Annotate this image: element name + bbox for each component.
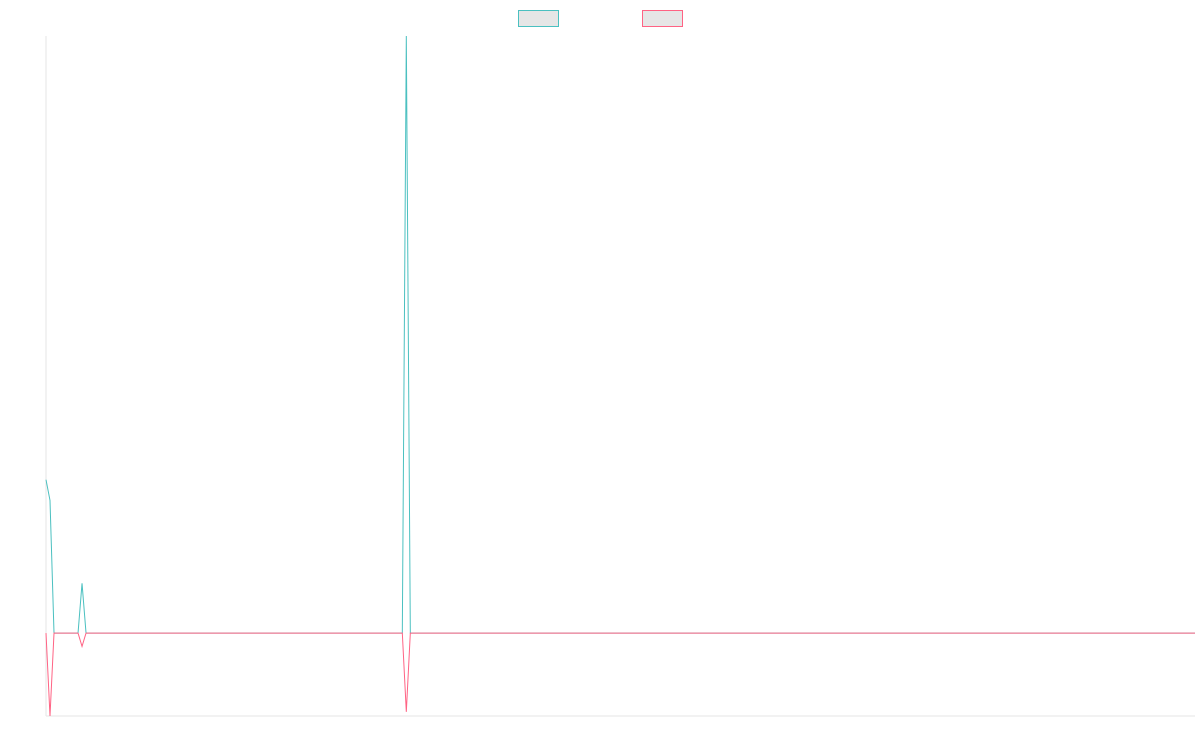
series-line-1 xyxy=(45,35,1195,634)
legend-swatch-1[interactable] xyxy=(518,10,559,27)
series-layer xyxy=(45,35,1195,717)
legend xyxy=(518,10,683,27)
legend-swatch-2[interactable] xyxy=(642,10,683,27)
series-line-2 xyxy=(45,632,1195,717)
